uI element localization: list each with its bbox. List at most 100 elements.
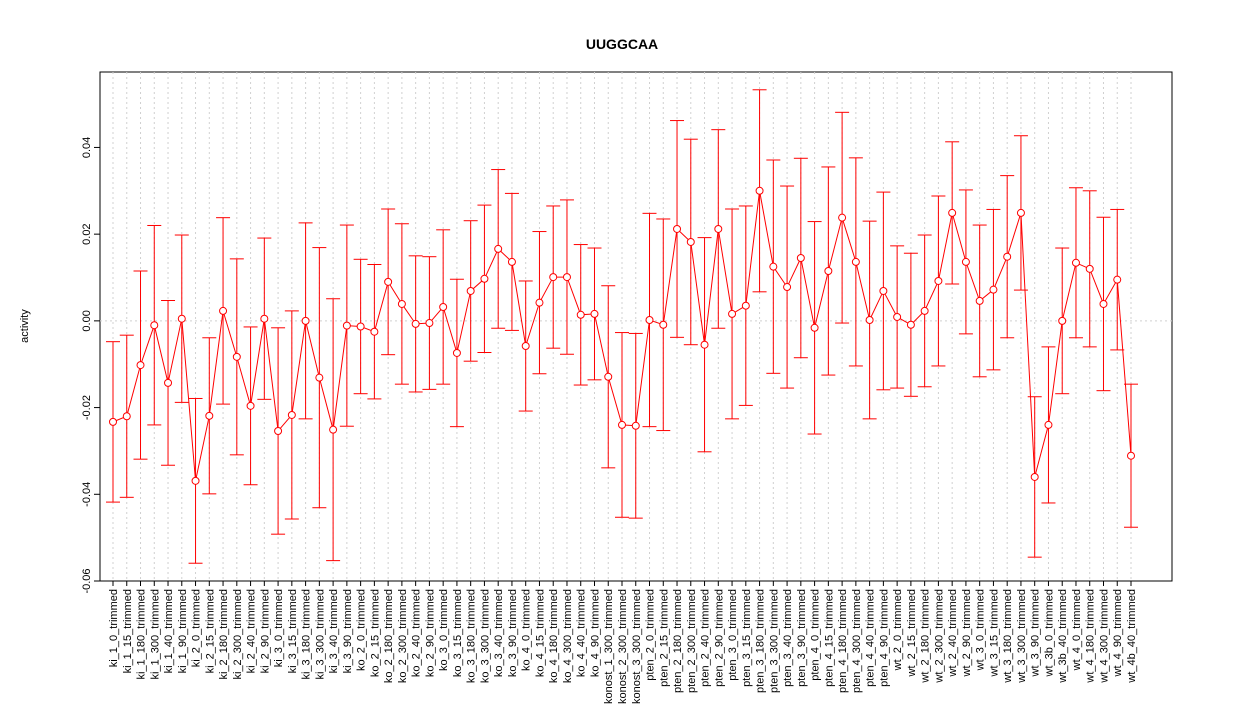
point xyxy=(961,257,970,266)
point xyxy=(521,342,530,351)
y-tick-label: -0.06 xyxy=(81,568,93,593)
point xyxy=(728,309,737,318)
x-tick-label: ko_2_180_trimmed xyxy=(383,589,395,683)
point xyxy=(865,315,874,324)
point xyxy=(893,312,902,321)
point xyxy=(177,314,186,323)
x-tick-label: wt_4b_40_trimmed xyxy=(1126,589,1138,684)
x-tick-label: ko_4_40_trimmed xyxy=(576,589,588,677)
point xyxy=(590,309,599,318)
x-tick-label: ki_1_15_trimmed xyxy=(122,589,134,673)
point xyxy=(783,283,792,292)
point xyxy=(164,378,173,387)
x-tick-label: ko_2_15_trimmed xyxy=(369,589,381,677)
point xyxy=(824,267,833,276)
x-tick-label: ko_3_15_trimmed xyxy=(452,589,464,677)
x-tick-label: ki_2_15_trimmed xyxy=(204,589,216,673)
point xyxy=(439,302,448,311)
x-tick-label: wt_3b_40_trimmed xyxy=(1057,589,1069,684)
point xyxy=(507,257,516,266)
x-tick-label: ki_1_40_trimmed xyxy=(163,589,175,673)
y-tick-label: 0.04 xyxy=(81,137,93,158)
x-tick-label: konost_2_300_trimmed xyxy=(617,589,629,704)
point xyxy=(397,299,406,308)
x-tick-label: ki_3_90_trimmed xyxy=(342,589,354,673)
point xyxy=(659,320,668,329)
x-tick-label: ko_2_90_trimmed xyxy=(424,589,436,677)
chart-title: UUGGCAA xyxy=(586,36,658,52)
point xyxy=(232,352,241,361)
point xyxy=(1071,258,1080,267)
point xyxy=(535,298,544,307)
point xyxy=(851,257,860,266)
x-tick-label: pten_3_90_trimmed xyxy=(796,589,808,687)
x-tick-label: ko_3_180_trimmed xyxy=(466,589,478,683)
x-tick-label: konost_1_300_trimmed xyxy=(603,589,615,704)
point xyxy=(356,322,365,331)
x-tick-label: ki_2_180_trimmed xyxy=(218,589,230,680)
x-tick-label: ko_2_300_trimmed xyxy=(397,589,409,683)
x-tick-label: wt_3_300_trimmed xyxy=(1016,589,1028,684)
point xyxy=(150,321,159,330)
point xyxy=(673,224,682,233)
point xyxy=(700,340,709,349)
x-tick-label: wt_2_0_trimmed xyxy=(892,589,904,671)
x-tick-label: pten_3_40_trimmed xyxy=(782,589,794,687)
point xyxy=(576,310,585,319)
point xyxy=(122,412,131,421)
point xyxy=(755,186,764,195)
point xyxy=(287,410,296,419)
y-tick-label: 0.02 xyxy=(81,223,93,244)
x-tick-label: wt_2_300_trimmed xyxy=(933,589,945,684)
point xyxy=(645,315,654,324)
x-tick-label: wt_2_40_trimmed xyxy=(947,589,959,677)
y-tick-label: -0.02 xyxy=(81,395,93,420)
x-tick-label: ki_3_0_trimmed xyxy=(273,589,285,667)
point xyxy=(274,426,283,435)
point xyxy=(686,237,695,246)
x-tick-label: pten_4_90_trimmed xyxy=(878,589,890,687)
point xyxy=(714,224,723,233)
x-tick-label: ko_4_90_trimmed xyxy=(589,589,601,677)
x-tick-label: ko_2_0_trimmed xyxy=(356,589,368,671)
x-tick-label: pten_2_15_trimmed xyxy=(658,589,670,687)
point xyxy=(769,262,778,271)
point xyxy=(1003,252,1012,261)
point xyxy=(1113,275,1122,284)
point xyxy=(1127,451,1135,460)
x-tick-label: ki_1_90_trimmed xyxy=(177,589,189,673)
point xyxy=(480,274,489,283)
x-tick-label: ki_2_0_trimmed xyxy=(191,589,203,667)
x-tick-label: ko_3_90_trimmed xyxy=(507,589,519,677)
point xyxy=(741,301,750,310)
point xyxy=(452,348,461,357)
x-tick-label: ki_2_90_trimmed xyxy=(259,589,271,673)
point xyxy=(109,417,117,426)
x-tick-label: pten_2_90_trimmed xyxy=(713,589,725,687)
x-tick-label: ki_2_40_trimmed xyxy=(246,589,258,673)
x-tick-label: pten_3_0_trimmed xyxy=(727,589,739,681)
y-tick-label: 0.00 xyxy=(81,310,93,331)
point xyxy=(879,286,888,295)
point xyxy=(370,327,379,336)
point xyxy=(384,277,393,286)
point xyxy=(342,321,351,330)
x-tick-label: ko_4_300_trimmed xyxy=(562,589,574,683)
point xyxy=(562,273,571,282)
x-tick-label: pten_4_180_trimmed xyxy=(837,589,849,693)
x-tick-label: pten_3_180_trimmed xyxy=(755,589,767,693)
point xyxy=(425,319,434,328)
point xyxy=(838,213,847,222)
x-tick-label: ko_3_300_trimmed xyxy=(479,589,491,683)
x-tick-label: ko_4_180_trimmed xyxy=(548,589,560,683)
x-tick-label: pten_2_180_trimmed xyxy=(672,589,684,693)
x-tick-label: pten_3_15_trimmed xyxy=(741,589,753,687)
x-tick-label: pten_2_300_trimmed xyxy=(686,589,698,693)
x-tick-label: wt_3_180_trimmed xyxy=(1002,589,1014,684)
x-tick-label: ki_3_180_trimmed xyxy=(301,589,313,680)
point xyxy=(219,306,228,315)
point xyxy=(466,286,475,295)
x-tick-label: pten_2_40_trimmed xyxy=(700,589,712,687)
point xyxy=(796,253,805,262)
